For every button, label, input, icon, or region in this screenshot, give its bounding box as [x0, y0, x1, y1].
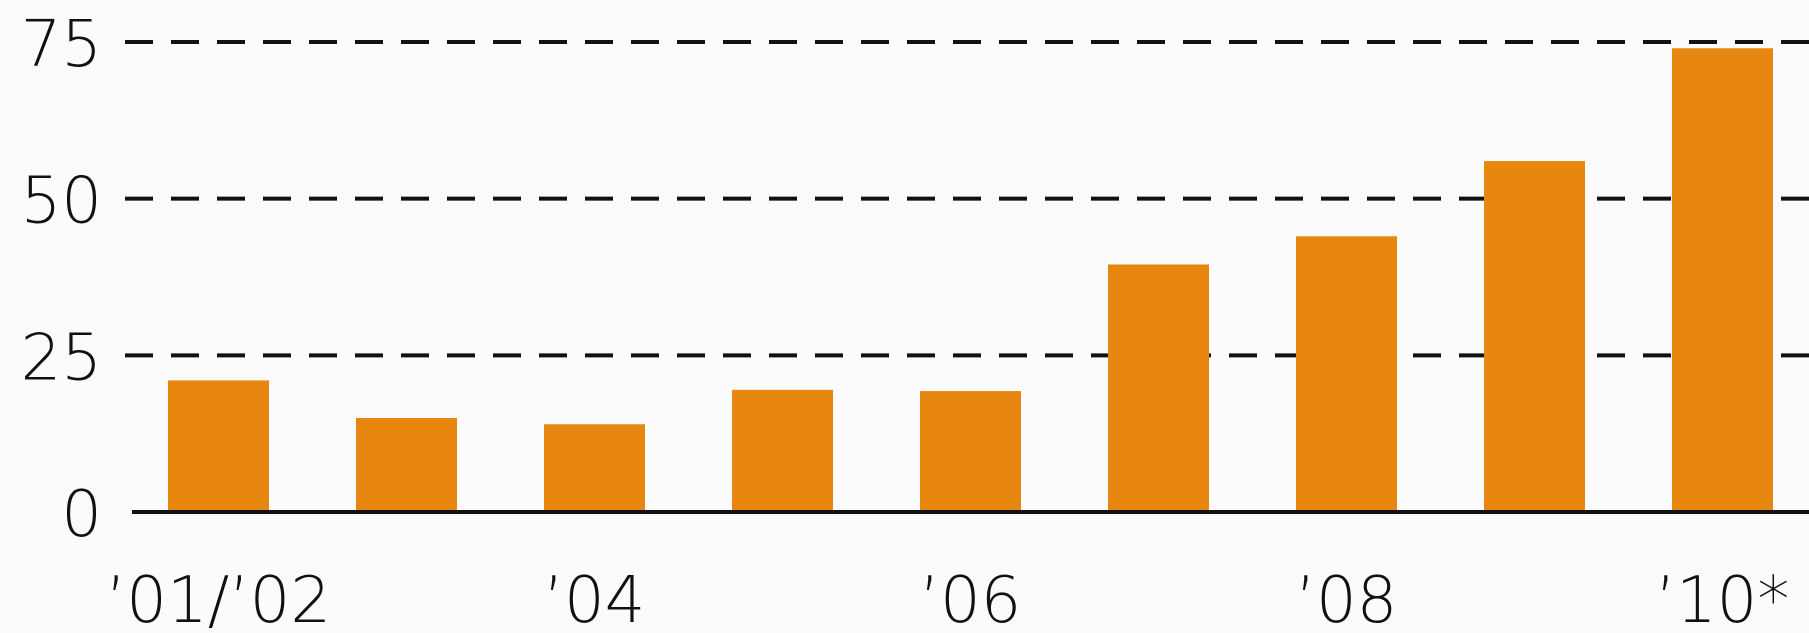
x-tick-label-0: ’01/’02 — [106, 564, 331, 633]
y-tick-label-0: 0 — [61, 478, 102, 552]
x-tick-label-4: ’06 — [920, 564, 1022, 633]
bar-6 — [1296, 236, 1397, 512]
bar-1 — [356, 418, 457, 512]
y-tick-label-50: 50 — [21, 165, 102, 239]
bar-7 — [1484, 161, 1585, 513]
x-tick-label-8: ’10* — [1656, 564, 1790, 633]
bar-3 — [732, 389, 833, 512]
bar-4 — [920, 391, 1021, 512]
bar-0 — [168, 380, 269, 512]
x-tick-label-6: ’08 — [1296, 564, 1398, 633]
bar-5 — [1108, 264, 1209, 512]
x-tick-label-2: ’04 — [544, 564, 646, 633]
bars — [168, 48, 1773, 513]
tick-labels: 0 25 50 75 ’01/’02 ’04 ’06 ’08 ’10* — [21, 8, 1790, 633]
bar-8 — [1672, 48, 1773, 513]
y-tick-label-75: 75 — [21, 8, 102, 82]
y-tick-label-25: 25 — [21, 321, 102, 395]
bar-2 — [544, 424, 645, 512]
